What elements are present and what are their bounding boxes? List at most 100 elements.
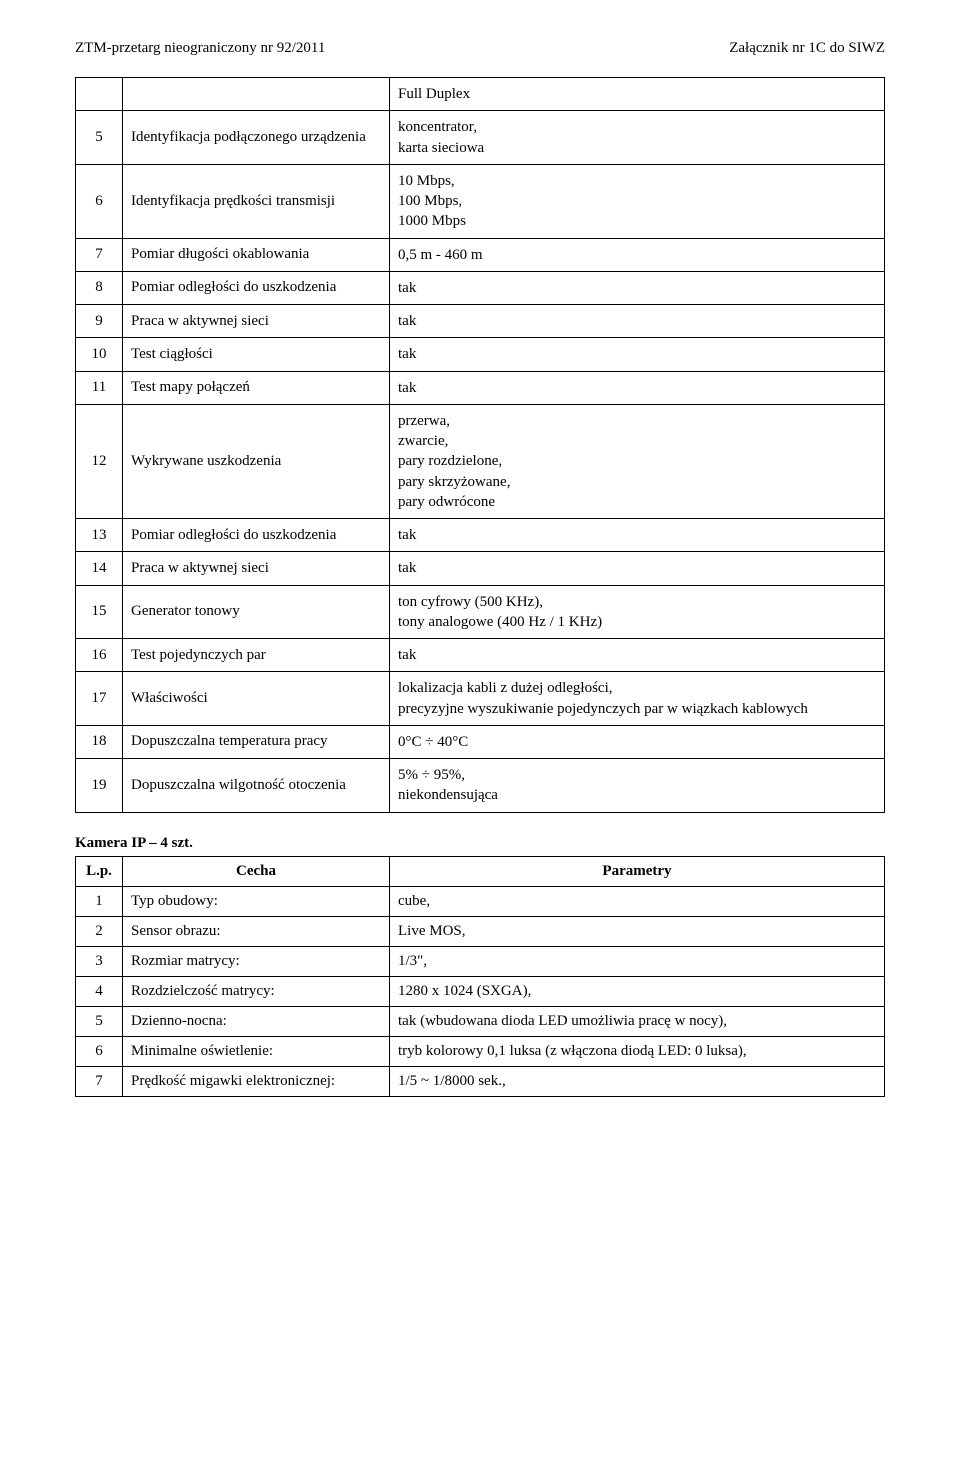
row-label xyxy=(123,78,390,111)
row-label: Rozmiar matrycy: xyxy=(123,946,390,976)
table-row: 5 Dzienno-nocna: tak (wbudowana dioda LE… xyxy=(76,1006,885,1036)
row-label: Praca w aktywnej sieci xyxy=(123,552,390,585)
row-number: 18 xyxy=(76,725,123,758)
row-value: koncentrator, karta sieciowa xyxy=(390,111,885,165)
table-row: 16 Test pojedynczych par tak xyxy=(76,639,885,672)
row-value: tak xyxy=(390,371,885,404)
section-title-kamera: Kamera IP – 4 szt. xyxy=(75,835,885,852)
row-number: 5 xyxy=(76,111,123,165)
table-row: 12 Wykrywane uszkodzenia przerwa, zwarci… xyxy=(76,404,885,518)
row-label: Generator tonowy xyxy=(123,585,390,639)
row-value: Live MOS, xyxy=(390,916,885,946)
row-number: 10 xyxy=(76,338,123,371)
row-value: tak xyxy=(390,519,885,552)
table-row: 8 Pomiar odległości do uszkodzenia tak xyxy=(76,271,885,304)
row-number: 12 xyxy=(76,404,123,518)
row-value: przerwa, zwarcie, pary rozdzielone, pary… xyxy=(390,404,885,518)
row-value: ton cyfrowy (500 KHz), tony analogowe (4… xyxy=(390,585,885,639)
row-number: 13 xyxy=(76,519,123,552)
row-label: Typ obudowy: xyxy=(123,886,390,916)
row-number: 14 xyxy=(76,552,123,585)
row-number: 5 xyxy=(76,1006,123,1036)
table-row: 15 Generator tonowy ton cyfrowy (500 KHz… xyxy=(76,585,885,639)
row-number xyxy=(76,78,123,111)
table-row: 11 Test mapy połączeń tak xyxy=(76,371,885,404)
row-value: tak xyxy=(390,338,885,371)
page-header: ZTM-przetarg nieograniczony nr 92/2011 Z… xyxy=(75,40,885,57)
row-label: Właściwości xyxy=(123,672,390,726)
row-value: tak xyxy=(390,552,885,585)
row-value: Full Duplex xyxy=(390,78,885,111)
table-row: 17 Właściwości lokalizacja kabli z dużej… xyxy=(76,672,885,726)
table-header-row: L.p. Cecha Parametry xyxy=(76,856,885,886)
row-number: 4 xyxy=(76,976,123,1006)
row-value: 0,5 m - 460 m xyxy=(390,238,885,271)
row-label: Test pojedynczych par xyxy=(123,639,390,672)
row-value: lokalizacja kabli z dużej odległości, pr… xyxy=(390,672,885,726)
col-header-param: Parametry xyxy=(390,856,885,886)
row-value: 1/5 ~ 1/8000 sek., xyxy=(390,1066,885,1096)
row-label: Wykrywane uszkodzenia xyxy=(123,404,390,518)
row-value: tak xyxy=(390,305,885,338)
row-label: Dopuszczalna wilgotność otoczenia xyxy=(123,759,390,813)
row-label: Identyfikacja podłączonego urządzenia xyxy=(123,111,390,165)
table-row: 4 Rozdzielczość matrycy: 1280 x 1024 (SX… xyxy=(76,976,885,1006)
row-number: 17 xyxy=(76,672,123,726)
spec-table-2: L.p. Cecha Parametry 1 Typ obudowy: cube… xyxy=(75,856,885,1097)
row-label: Pomiar odległości do uszkodzenia xyxy=(123,271,390,304)
table-row: 7 Prędkość migawki elektronicznej: 1/5 ~… xyxy=(76,1066,885,1096)
table-row: 10 Test ciągłości tak xyxy=(76,338,885,371)
row-label: Dopuszczalna temperatura pracy xyxy=(123,725,390,758)
table-row: 19 Dopuszczalna wilgotność otoczenia 5% … xyxy=(76,759,885,813)
row-value: 0°C ÷ 40°C xyxy=(390,725,885,758)
table-row: 14 Praca w aktywnej sieci tak xyxy=(76,552,885,585)
spec-table-1: Full Duplex 5 Identyfikacja podłączonego… xyxy=(75,77,885,813)
row-number: 8 xyxy=(76,271,123,304)
row-value: tryb kolorowy 0,1 luksa (z włączona diod… xyxy=(390,1036,885,1066)
row-label: Sensor obrazu: xyxy=(123,916,390,946)
header-left: ZTM-przetarg nieograniczony nr 92/2011 xyxy=(75,40,325,57)
row-number: 7 xyxy=(76,1066,123,1096)
row-label: Dzienno-nocna: xyxy=(123,1006,390,1036)
table-row: 9 Praca w aktywnej sieci tak xyxy=(76,305,885,338)
row-number: 16 xyxy=(76,639,123,672)
row-number: 9 xyxy=(76,305,123,338)
table-row: 18 Dopuszczalna temperatura pracy 0°C ÷ … xyxy=(76,725,885,758)
row-value: 10 Mbps, 100 Mbps, 1000 Mbps xyxy=(390,164,885,238)
row-value: 1280 x 1024 (SXGA), xyxy=(390,976,885,1006)
table-row: 1 Typ obudowy: cube, xyxy=(76,886,885,916)
header-right: Załącznik nr 1C do SIWZ xyxy=(729,40,885,57)
row-number: 6 xyxy=(76,1036,123,1066)
row-number: 7 xyxy=(76,238,123,271)
table-row: Full Duplex xyxy=(76,78,885,111)
row-label: Prędkość migawki elektronicznej: xyxy=(123,1066,390,1096)
row-label: Pomiar odległości do uszkodzenia xyxy=(123,519,390,552)
row-number: 15 xyxy=(76,585,123,639)
table-row: 7 Pomiar długości okablowania 0,5 m - 46… xyxy=(76,238,885,271)
col-header-lp: L.p. xyxy=(76,856,123,886)
row-value: tak xyxy=(390,271,885,304)
row-number: 11 xyxy=(76,371,123,404)
col-header-cecha: Cecha xyxy=(123,856,390,886)
table-row: 6 Minimalne oświetlenie: tryb kolorowy 0… xyxy=(76,1036,885,1066)
row-label: Pomiar długości okablowania xyxy=(123,238,390,271)
row-number: 19 xyxy=(76,759,123,813)
row-number: 6 xyxy=(76,164,123,238)
row-number: 2 xyxy=(76,916,123,946)
row-label: Rozdzielczość matrycy: xyxy=(123,976,390,1006)
row-number: 1 xyxy=(76,886,123,916)
table-row: 6 Identyfikacja prędkości transmisji 10 … xyxy=(76,164,885,238)
table-row: 2 Sensor obrazu: Live MOS, xyxy=(76,916,885,946)
row-label: Test ciągłości xyxy=(123,338,390,371)
table-row: 13 Pomiar odległości do uszkodzenia tak xyxy=(76,519,885,552)
page: ZTM-przetarg nieograniczony nr 92/2011 Z… xyxy=(0,0,960,1159)
row-value: 1/3", xyxy=(390,946,885,976)
row-number: 3 xyxy=(76,946,123,976)
row-value: tak (wbudowana dioda LED umożliwia pracę… xyxy=(390,1006,885,1036)
row-value: tak xyxy=(390,639,885,672)
row-label: Identyfikacja prędkości transmisji xyxy=(123,164,390,238)
table-row: 5 Identyfikacja podłączonego urządzenia … xyxy=(76,111,885,165)
row-label: Test mapy połączeń xyxy=(123,371,390,404)
row-label: Minimalne oświetlenie: xyxy=(123,1036,390,1066)
row-label: Praca w aktywnej sieci xyxy=(123,305,390,338)
